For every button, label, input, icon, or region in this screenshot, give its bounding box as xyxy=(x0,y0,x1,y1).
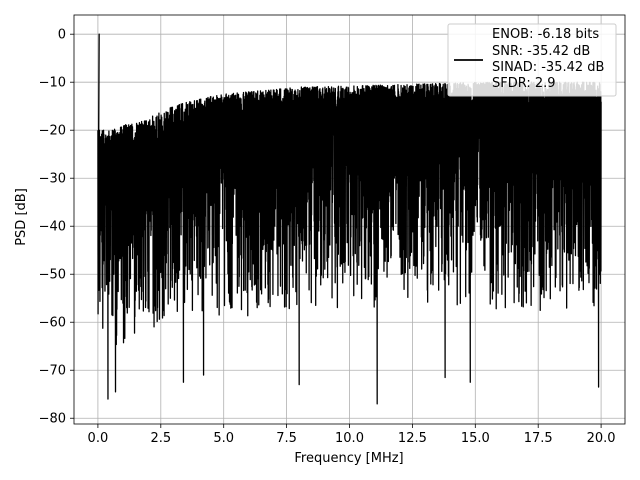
legend-box xyxy=(447,23,617,97)
x-tick-label: 15.0 xyxy=(461,431,490,446)
x-tick-label: 20.0 xyxy=(587,431,616,446)
y-tick-label: 0 xyxy=(58,28,66,43)
x-axis-label: Frequency [MHz] xyxy=(294,451,403,466)
y-tick-label: −60 xyxy=(39,316,66,331)
legend-enob: ENOB: -6.18 bits xyxy=(492,27,599,42)
y-tick-label: −70 xyxy=(39,364,66,379)
y-tick-label: −50 xyxy=(39,268,66,283)
y-tick-label: −40 xyxy=(39,220,66,235)
y-tick-label: −30 xyxy=(39,172,66,187)
y-tick-label: −10 xyxy=(39,76,66,91)
psd-series-line xyxy=(97,33,602,405)
legend-snr: SNR: -35.42 dB xyxy=(492,44,590,59)
x-tick-label: 2.5 xyxy=(150,431,171,446)
y-tick-label: −80 xyxy=(39,412,66,427)
plot-area xyxy=(97,33,602,405)
legend: ENOB: -6.18 bits SNR: -35.42 dB SINAD: -… xyxy=(447,23,617,97)
x-tick-label: 17.5 xyxy=(524,431,553,446)
x-tick-label: 12.5 xyxy=(398,431,427,446)
x-tick-label: 5.0 xyxy=(213,431,234,446)
legend-sinad: SINAD: -35.42 dB xyxy=(492,60,604,75)
legend-sfdr: SFDR: 2.9 xyxy=(492,76,556,91)
y-axis-label: PSD [dB] xyxy=(14,188,29,246)
x-tick-label: 0.0 xyxy=(88,431,109,446)
x-tick-label: 7.5 xyxy=(276,431,297,446)
y-tick-label: −20 xyxy=(39,124,66,139)
x-tick-label: 10.0 xyxy=(335,431,364,446)
ticks: 0.0 2.5 5.0 7.5 10.0 12.5 15.0 17.5 20.0 0 −10 −20 −… xyxy=(39,28,616,446)
